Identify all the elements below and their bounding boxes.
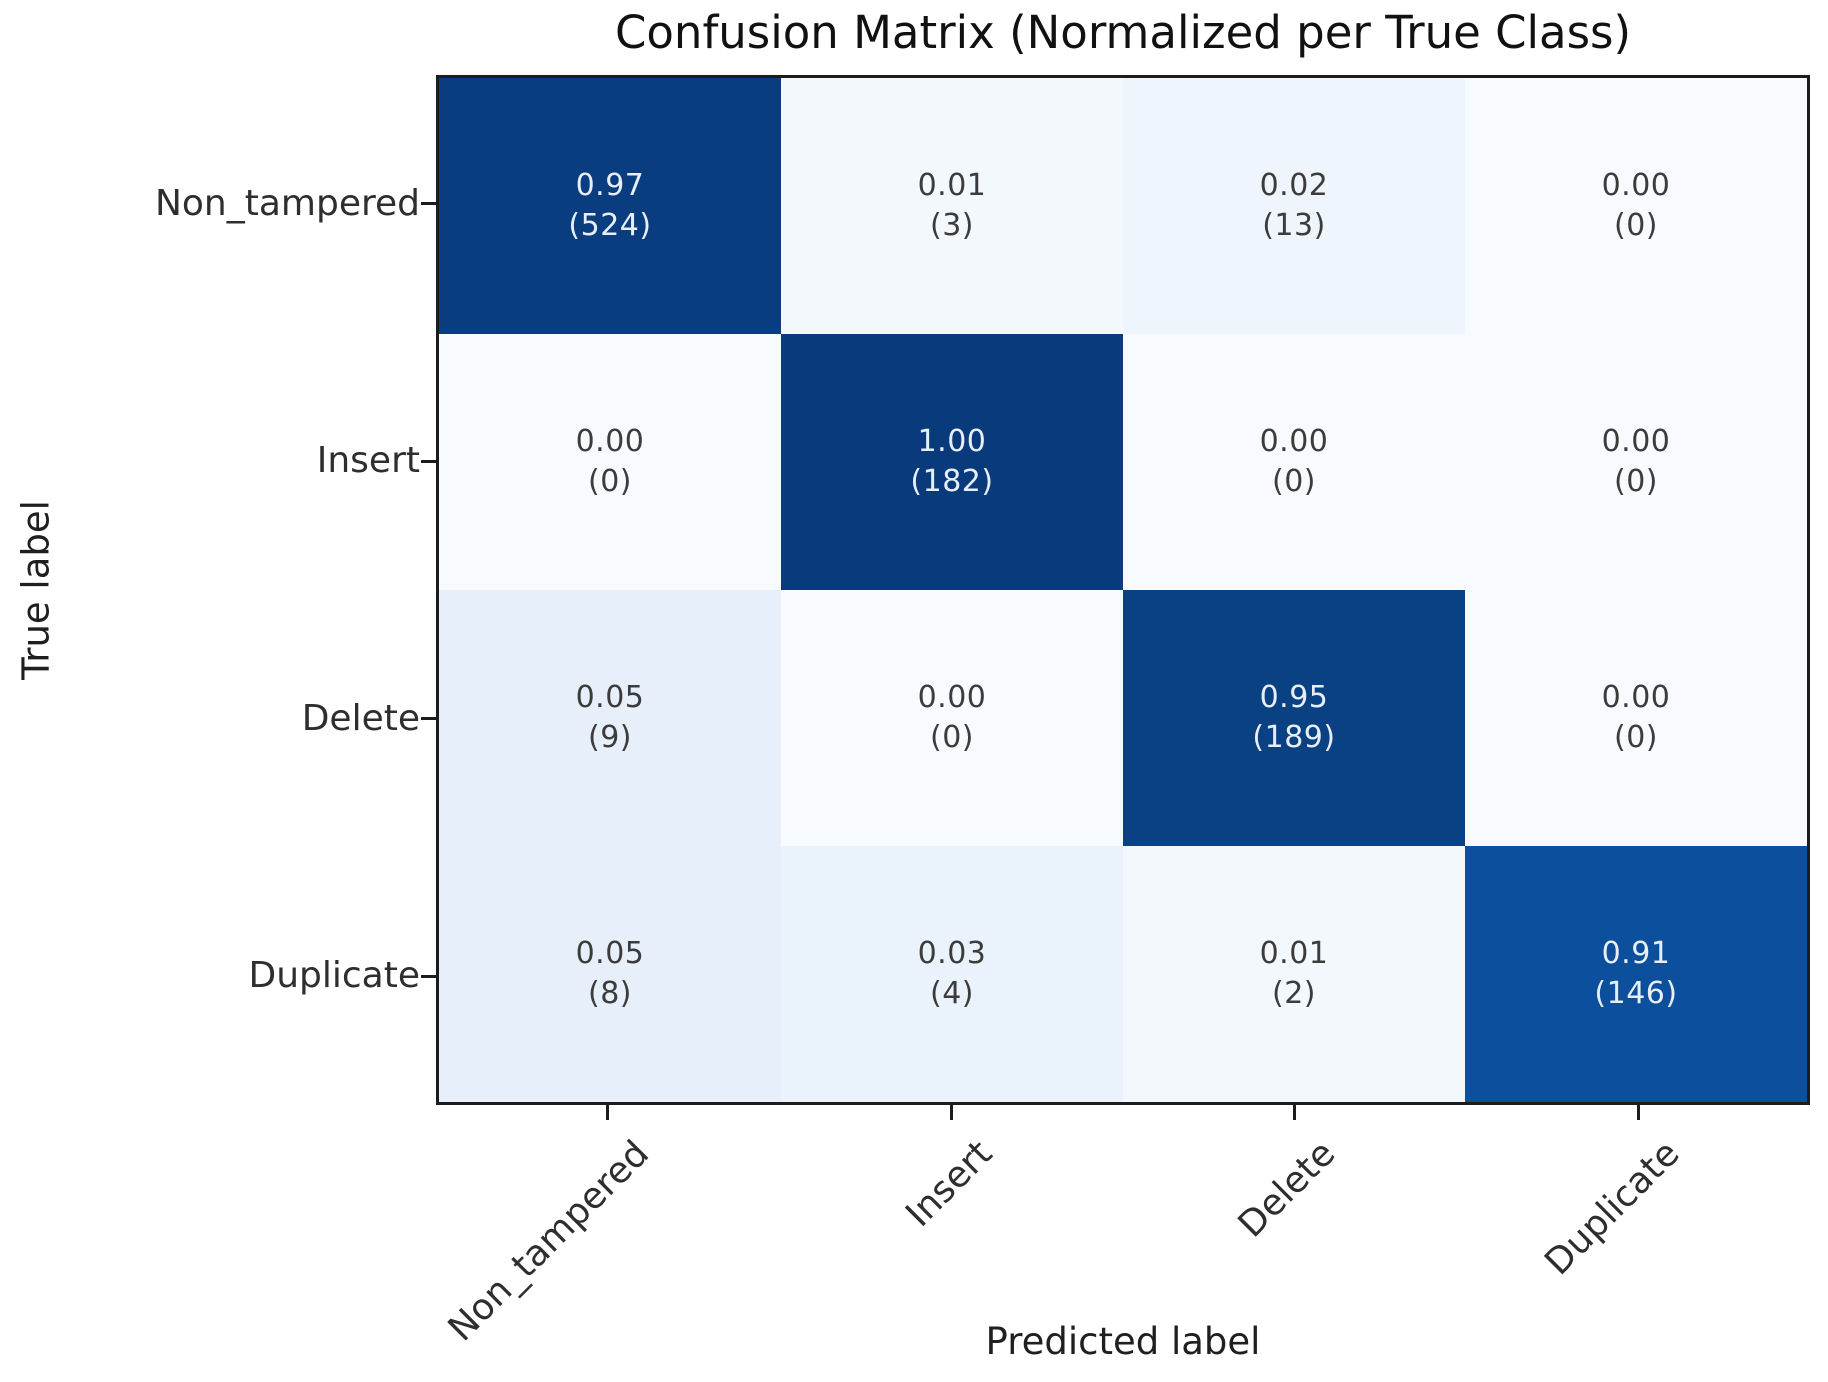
ytick-mark: [421, 717, 436, 721]
y-axis-title: True label: [14, 500, 58, 680]
ytick-label-Duplicate: Duplicate: [248, 955, 420, 997]
ytick-mark: [421, 974, 436, 978]
ytick-mark: [421, 202, 436, 206]
cell-count-value: (182): [910, 464, 994, 499]
matrix-cell-Non_tampered-Insert: 0.01 (3): [781, 78, 1123, 334]
cell-normalized-value: 0.00: [1601, 168, 1671, 204]
matrix-cell-Delete-Non_tampered: 0.05 (9): [439, 590, 781, 846]
matrix-cell-Duplicate-Non_tampered: 0.05 (8): [439, 846, 781, 1102]
cell-normalized-value: 0.01: [917, 168, 987, 204]
xtick-mark: [1636, 1105, 1640, 1120]
cell-normalized-value: 0.00: [917, 680, 987, 716]
matrix-cell-Duplicate-Delete: 0.01 (2): [1123, 846, 1465, 1102]
chart-title: Confusion Matrix (Normalized per True Cl…: [614, 6, 1632, 59]
cell-normalized-value: 0.05: [575, 936, 645, 972]
cell-normalized-value: 0.00: [1601, 424, 1671, 460]
cell-normalized-value: 0.95: [1259, 680, 1329, 716]
cell-count-value: (0): [1614, 208, 1658, 243]
xtick-label-Delete: Delete: [1231, 1133, 1344, 1246]
cell-normalized-value: 0.91: [1601, 936, 1671, 972]
cell-count-value: (0): [1272, 464, 1316, 499]
ytick-label-Non_tampered: Non_tampered: [154, 182, 420, 224]
cell-count-value: (2): [1272, 976, 1316, 1011]
cell-count-value: (0): [1614, 720, 1658, 755]
xtick-label-Insert: Insert: [898, 1133, 1001, 1236]
cell-normalized-value: 0.02: [1259, 168, 1329, 204]
plot-area: 0.97 (524) 0.01 (3) 0.02 (13) 0.00 (0) 0.00 (0) 1.…: [436, 75, 1810, 1105]
matrix-cell-Non_tampered-Non_tampered: 0.97 (524): [439, 78, 781, 334]
ytick-label-Insert: Insert: [316, 440, 420, 482]
cell-normalized-value: 1.00: [917, 424, 987, 460]
cell-count-value: (146): [1594, 976, 1678, 1011]
cell-normalized-value: 0.00: [1601, 680, 1671, 716]
cell-normalized-value: 0.01: [1259, 936, 1329, 972]
ytick-label-Delete: Delete: [301, 697, 420, 739]
matrix-grid: 0.97 (524) 0.01 (3) 0.02 (13) 0.00 (0) 0.00 (0) 1.…: [439, 78, 1807, 1102]
cell-normalized-value: 0.00: [1259, 424, 1329, 460]
xtick-label-Duplicate: Duplicate: [1536, 1133, 1688, 1284]
xtick-mark: [949, 1105, 953, 1120]
matrix-cell-Insert-Non_tampered: 0.00 (0): [439, 334, 781, 590]
x-axis-title: Predicted label: [985, 1320, 1261, 1363]
cell-count-value: (0): [1614, 464, 1658, 499]
matrix-cell-Duplicate-Duplicate: 0.91 (146): [1465, 846, 1807, 1102]
cell-normalized-value: 0.05: [575, 680, 645, 716]
matrix-cell-Non_tampered-Delete: 0.02 (13): [1123, 78, 1465, 334]
cell-count-value: (189): [1252, 720, 1336, 755]
cell-count-value: (0): [930, 720, 974, 755]
xtick-mark: [606, 1105, 610, 1120]
cell-count-value: (3): [930, 208, 974, 243]
matrix-cell-Delete-Duplicate: 0.00 (0): [1465, 590, 1807, 846]
cell-count-value: (13): [1262, 208, 1326, 243]
xtick-label-Non_tampered: Non_tampered: [440, 1133, 657, 1350]
cell-count-value: (524): [568, 208, 652, 243]
cell-normalized-value: 0.03: [917, 936, 987, 972]
matrix-cell-Delete-Delete: 0.95 (189): [1123, 590, 1465, 846]
xtick-mark: [1293, 1105, 1297, 1120]
cell-count-value: (4): [930, 976, 974, 1011]
matrix-cell-Insert-Delete: 0.00 (0): [1123, 334, 1465, 590]
matrix-cell-Duplicate-Insert: 0.03 (4): [781, 846, 1123, 1102]
matrix-cell-Insert-Insert: 1.00 (182): [781, 334, 1123, 590]
cell-count-value: (0): [588, 464, 632, 499]
cell-normalized-value: 0.00: [575, 424, 645, 460]
matrix-cell-Insert-Duplicate: 0.00 (0): [1465, 334, 1807, 590]
ytick-mark: [421, 459, 436, 463]
cell-normalized-value: 0.97: [575, 168, 645, 204]
cell-count-value: (9): [588, 720, 632, 755]
cell-count-value: (8): [588, 976, 632, 1011]
matrix-cell-Non_tampered-Duplicate: 0.00 (0): [1465, 78, 1807, 334]
matrix-cell-Delete-Insert: 0.00 (0): [781, 590, 1123, 846]
